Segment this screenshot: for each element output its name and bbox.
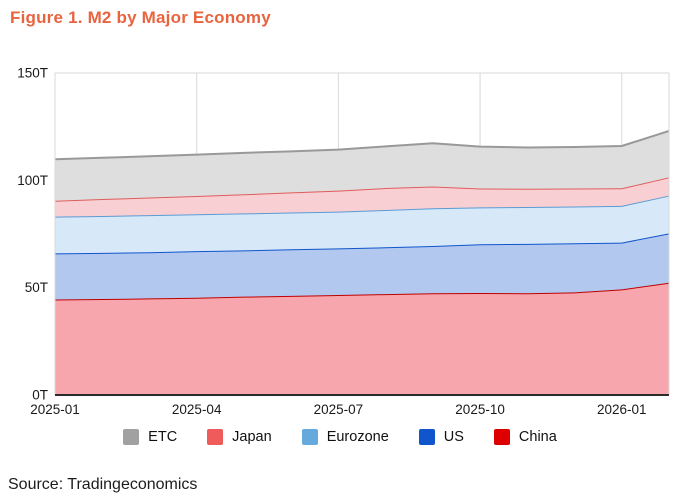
line-etc	[54, 130, 670, 161]
legend-item-us: US	[418, 429, 464, 445]
legend-label-eurozone: Eurozone	[326, 429, 389, 445]
area-japan	[55, 177, 669, 217]
y-tick-label: 150T	[17, 66, 48, 81]
legend-swatch-us	[418, 429, 435, 445]
area-china	[55, 282, 669, 395]
x-tick-label: 2025-07	[314, 402, 364, 417]
legend-label-china: China	[518, 429, 557, 445]
x-tick-label: 2025-01	[30, 402, 80, 417]
legend-label-us: US	[443, 429, 464, 445]
figure-title: Figure 1. M2 by Major Economy	[10, 8, 271, 27]
legend-item-eurozone: Eurozone	[301, 429, 389, 445]
legend-swatch-eurozone	[301, 429, 318, 445]
legend-swatch-china	[493, 429, 510, 445]
area-etc	[55, 130, 669, 201]
chart-legend: ETC Japan Eurozone US China	[0, 429, 680, 445]
legend-item-china: China	[493, 429, 557, 445]
legend-label-etc: ETC	[148, 429, 178, 445]
area-us	[55, 233, 669, 300]
legend-swatch-japan	[207, 429, 224, 445]
legend-label-japan: Japan	[232, 429, 272, 445]
x-tick-label: 2025-04	[172, 402, 222, 417]
area-eurozone	[55, 195, 669, 254]
m2-stacked-area-chart: 0T 50T 100T 150T 2025-01 2025-04 2025-07 2025-1…	[17, 66, 670, 417]
y-tick-label: 50T	[25, 280, 48, 295]
x-tick-label: 2026-01	[597, 402, 647, 417]
legend-item-etc: ETC	[123, 429, 177, 445]
y-tick-label: 100T	[17, 173, 48, 188]
legend-swatch-etc	[123, 429, 140, 445]
legend-item-japan: Japan	[207, 429, 272, 445]
source-caption: Source: Tradingeconomics	[8, 476, 198, 493]
x-tick-label: 2025-10	[455, 402, 505, 417]
y-tick-label: 0T	[32, 388, 48, 403]
